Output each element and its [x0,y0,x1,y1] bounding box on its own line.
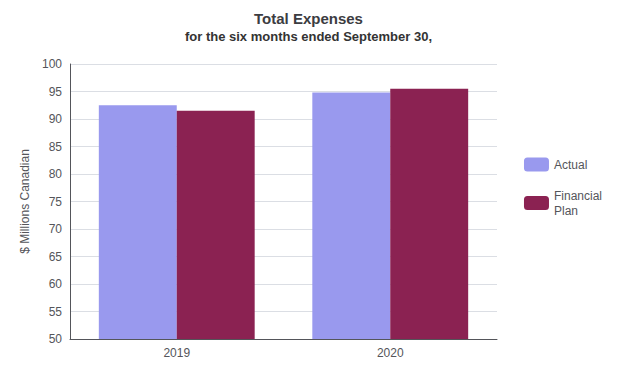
svg-text:80: 80 [49,167,63,181]
svg-text:95: 95 [49,85,63,99]
svg-text:100: 100 [42,57,62,71]
svg-text:70: 70 [49,222,63,236]
svg-text:Total Expenses: Total Expenses [254,10,363,27]
svg-text:60: 60 [49,277,63,291]
svg-text:50: 50 [49,332,63,346]
svg-text:90: 90 [49,112,63,126]
svg-text:Financial: Financial [554,189,602,203]
svg-text:75: 75 [49,195,63,209]
svg-text:for the six months ended Septe: for the six months ended September 30, [185,29,432,44]
svg-text:Actual: Actual [554,158,587,172]
svg-text:Plan: Plan [554,204,578,218]
svg-text:$ Millions Canadian: $ Millions Canadian [18,149,32,254]
svg-text:2020: 2020 [377,346,404,360]
svg-text:55: 55 [49,305,63,319]
svg-text:2019: 2019 [163,346,190,360]
svg-text:65: 65 [49,250,63,264]
svg-text:85: 85 [49,140,63,154]
